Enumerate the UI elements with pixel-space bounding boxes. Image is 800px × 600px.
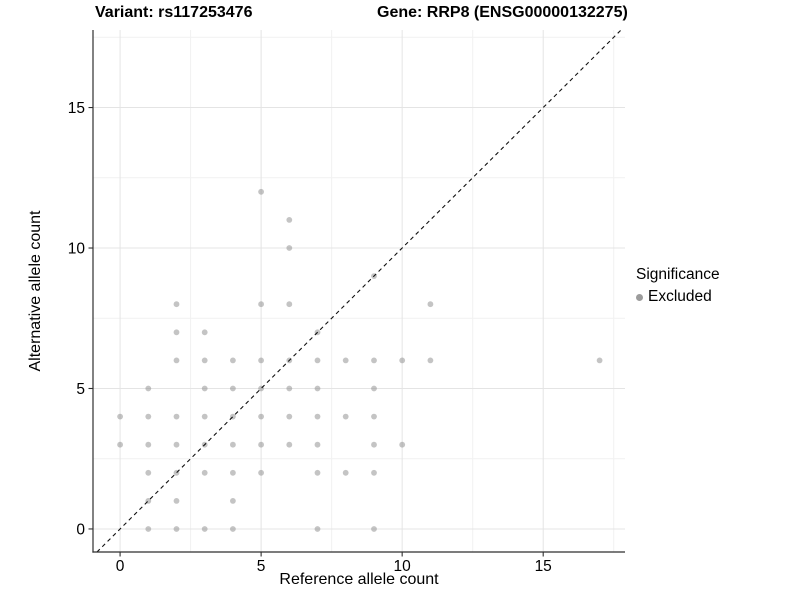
data-point [371, 469, 377, 476]
data-point [230, 441, 236, 448]
data-point [117, 413, 123, 420]
data-point [258, 188, 264, 195]
data-point [201, 469, 208, 476]
data-point [145, 385, 152, 392]
x-tick-label: 5 [257, 558, 266, 575]
data-point [173, 301, 180, 308]
data-point [258, 441, 264, 448]
plot-title-gene: Gene: RRP8 (ENSG00000132275) [377, 4, 628, 21]
data-point [230, 385, 236, 392]
data-point [145, 469, 152, 476]
data-points [117, 188, 603, 532]
data-point [427, 357, 434, 364]
data-point [201, 357, 208, 364]
y-tick-label: 10 [68, 241, 86, 258]
data-point [314, 469, 321, 476]
data-point [371, 441, 377, 448]
data-point [286, 245, 293, 251]
data-point [201, 526, 208, 532]
data-point [145, 441, 152, 448]
axis-ticks [88, 106, 544, 557]
data-point [286, 301, 293, 308]
data-point [230, 526, 236, 532]
data-point [286, 385, 293, 392]
data-point [201, 385, 208, 392]
data-point [230, 469, 236, 476]
y-tick-label: 5 [76, 381, 85, 398]
identity-line [96, 29, 622, 553]
gridlines-major [93, 30, 625, 552]
gridlines-minor [93, 30, 625, 552]
y-tick-label: 0 [76, 521, 85, 538]
x-axis-label: Reference allele count [279, 571, 439, 588]
data-point [342, 413, 349, 420]
y-tick-labels: 0 5 10 15 [68, 100, 86, 538]
data-point [371, 526, 377, 532]
x-tick-label: 15 [535, 558, 552, 575]
data-point [314, 413, 321, 420]
data-point [342, 469, 349, 476]
data-point [201, 329, 208, 336]
data-point [230, 498, 236, 504]
legend: Significance Excluded [636, 266, 720, 306]
data-point [596, 357, 603, 364]
excluded-point-icon [636, 293, 643, 301]
data-point [173, 498, 180, 504]
data-point [286, 441, 293, 448]
data-point [314, 385, 321, 392]
data-point [201, 413, 208, 420]
data-point [286, 413, 293, 420]
data-point [173, 413, 180, 420]
data-point [399, 441, 406, 448]
data-point [258, 413, 264, 420]
data-point [173, 441, 180, 448]
x-tick-label: 10 [394, 558, 412, 575]
y-tick-label: 15 [68, 100, 85, 117]
data-point [371, 413, 377, 420]
legend-item-label: Excluded [648, 288, 712, 305]
axis-lines [92, 30, 625, 553]
data-point [145, 413, 152, 420]
x-tick-labels: 0 5 10 15 [116, 558, 552, 575]
data-point [230, 357, 236, 364]
data-point [314, 526, 321, 532]
data-point [314, 357, 321, 364]
data-point [399, 357, 406, 364]
data-point [371, 385, 377, 392]
data-point [342, 357, 349, 364]
legend-title: Significance [636, 266, 720, 283]
data-point [427, 301, 434, 308]
data-point [258, 357, 264, 364]
data-point [314, 441, 321, 448]
data-point [145, 526, 152, 532]
data-point [173, 526, 180, 532]
legend-item-excluded: Excluded [636, 288, 720, 306]
plot-title-variant: Variant: rs117253476 [95, 4, 253, 21]
x-tick-label: 0 [116, 558, 125, 575]
data-point [173, 329, 180, 336]
y-axis-label: Alternative allele count [27, 210, 44, 372]
data-point [371, 357, 377, 364]
data-point [286, 217, 293, 223]
data-point [258, 469, 264, 476]
data-point [173, 357, 180, 364]
data-point [258, 301, 264, 308]
data-point [117, 441, 123, 448]
